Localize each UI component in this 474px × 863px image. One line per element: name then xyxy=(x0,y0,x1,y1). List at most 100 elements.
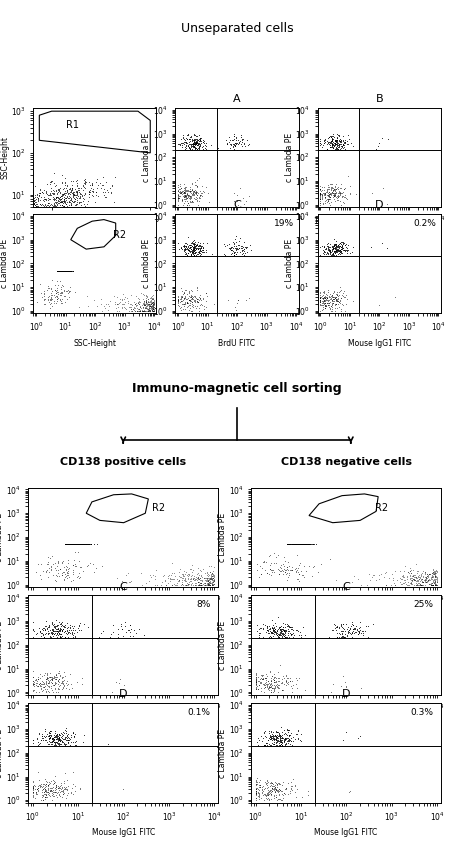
Point xyxy=(54,729,62,743)
Point xyxy=(203,569,211,583)
Point xyxy=(191,246,199,260)
Point xyxy=(279,683,287,697)
Point xyxy=(197,564,205,578)
Point xyxy=(283,562,291,576)
Point xyxy=(333,620,341,633)
Point xyxy=(278,734,286,748)
Point xyxy=(52,183,60,197)
Point xyxy=(54,293,61,306)
Point xyxy=(45,293,52,306)
Point xyxy=(326,135,333,148)
Point xyxy=(56,264,64,278)
Point xyxy=(278,731,285,745)
Point xyxy=(48,670,56,683)
Point xyxy=(49,787,57,801)
Point xyxy=(73,195,81,209)
Point xyxy=(284,726,292,740)
Point xyxy=(64,287,72,300)
Point xyxy=(181,243,189,256)
Point xyxy=(252,782,259,796)
Point xyxy=(49,627,56,641)
Point xyxy=(68,179,76,192)
Point xyxy=(184,577,192,591)
Point xyxy=(341,142,348,156)
Point xyxy=(317,192,324,206)
Point xyxy=(329,132,337,146)
Point xyxy=(334,238,342,252)
Point xyxy=(255,678,263,692)
Point xyxy=(183,577,191,591)
Point xyxy=(37,287,45,300)
Point xyxy=(327,304,334,318)
Point xyxy=(65,264,73,278)
Point xyxy=(148,303,155,317)
Point xyxy=(186,142,194,156)
Point xyxy=(317,304,324,318)
Point xyxy=(190,564,197,577)
Point xyxy=(289,623,296,637)
Point xyxy=(291,538,299,551)
Point xyxy=(252,775,259,789)
Point xyxy=(268,729,275,743)
Point xyxy=(184,577,192,591)
Point xyxy=(350,620,358,634)
Point xyxy=(198,140,206,154)
Point xyxy=(137,304,144,318)
Point xyxy=(34,679,41,693)
Point xyxy=(279,775,287,789)
Point xyxy=(285,729,293,743)
Point xyxy=(330,292,337,306)
Point xyxy=(55,624,62,638)
Point xyxy=(34,782,41,796)
Point xyxy=(64,727,72,740)
Point xyxy=(57,630,64,644)
Point xyxy=(282,731,290,745)
Point xyxy=(144,295,152,309)
Point xyxy=(292,538,300,551)
Point xyxy=(44,782,52,796)
Point xyxy=(177,303,185,317)
Point xyxy=(128,297,135,311)
Point xyxy=(45,732,53,746)
Point xyxy=(145,303,153,317)
Point xyxy=(255,789,262,803)
Point xyxy=(267,775,274,789)
Point xyxy=(132,627,140,640)
Point xyxy=(406,564,414,577)
Point xyxy=(190,245,197,259)
Point xyxy=(229,137,237,151)
Point xyxy=(64,180,71,193)
Point xyxy=(194,577,201,591)
Point xyxy=(48,782,56,796)
Point xyxy=(39,627,47,641)
Point xyxy=(60,264,67,278)
Point xyxy=(192,245,200,259)
Point xyxy=(58,278,66,292)
Point xyxy=(294,538,301,551)
Point xyxy=(278,732,286,746)
Point xyxy=(82,538,90,551)
Point xyxy=(56,186,64,200)
Point xyxy=(252,677,259,691)
Point xyxy=(432,570,439,583)
Point xyxy=(348,626,356,639)
Point xyxy=(328,293,336,306)
Point xyxy=(270,731,277,745)
Point xyxy=(284,620,292,633)
Point xyxy=(335,135,343,148)
Point xyxy=(274,677,282,691)
Point xyxy=(232,140,239,154)
Point xyxy=(287,779,295,793)
Point xyxy=(55,676,63,690)
Point xyxy=(69,538,77,551)
Point xyxy=(58,264,66,278)
Point xyxy=(191,241,198,255)
Point xyxy=(319,239,326,253)
Point xyxy=(181,571,189,585)
Point xyxy=(340,183,348,197)
Point xyxy=(207,577,214,591)
Point xyxy=(329,242,337,255)
Point xyxy=(183,295,191,309)
Point xyxy=(64,264,72,278)
Point xyxy=(255,630,263,644)
